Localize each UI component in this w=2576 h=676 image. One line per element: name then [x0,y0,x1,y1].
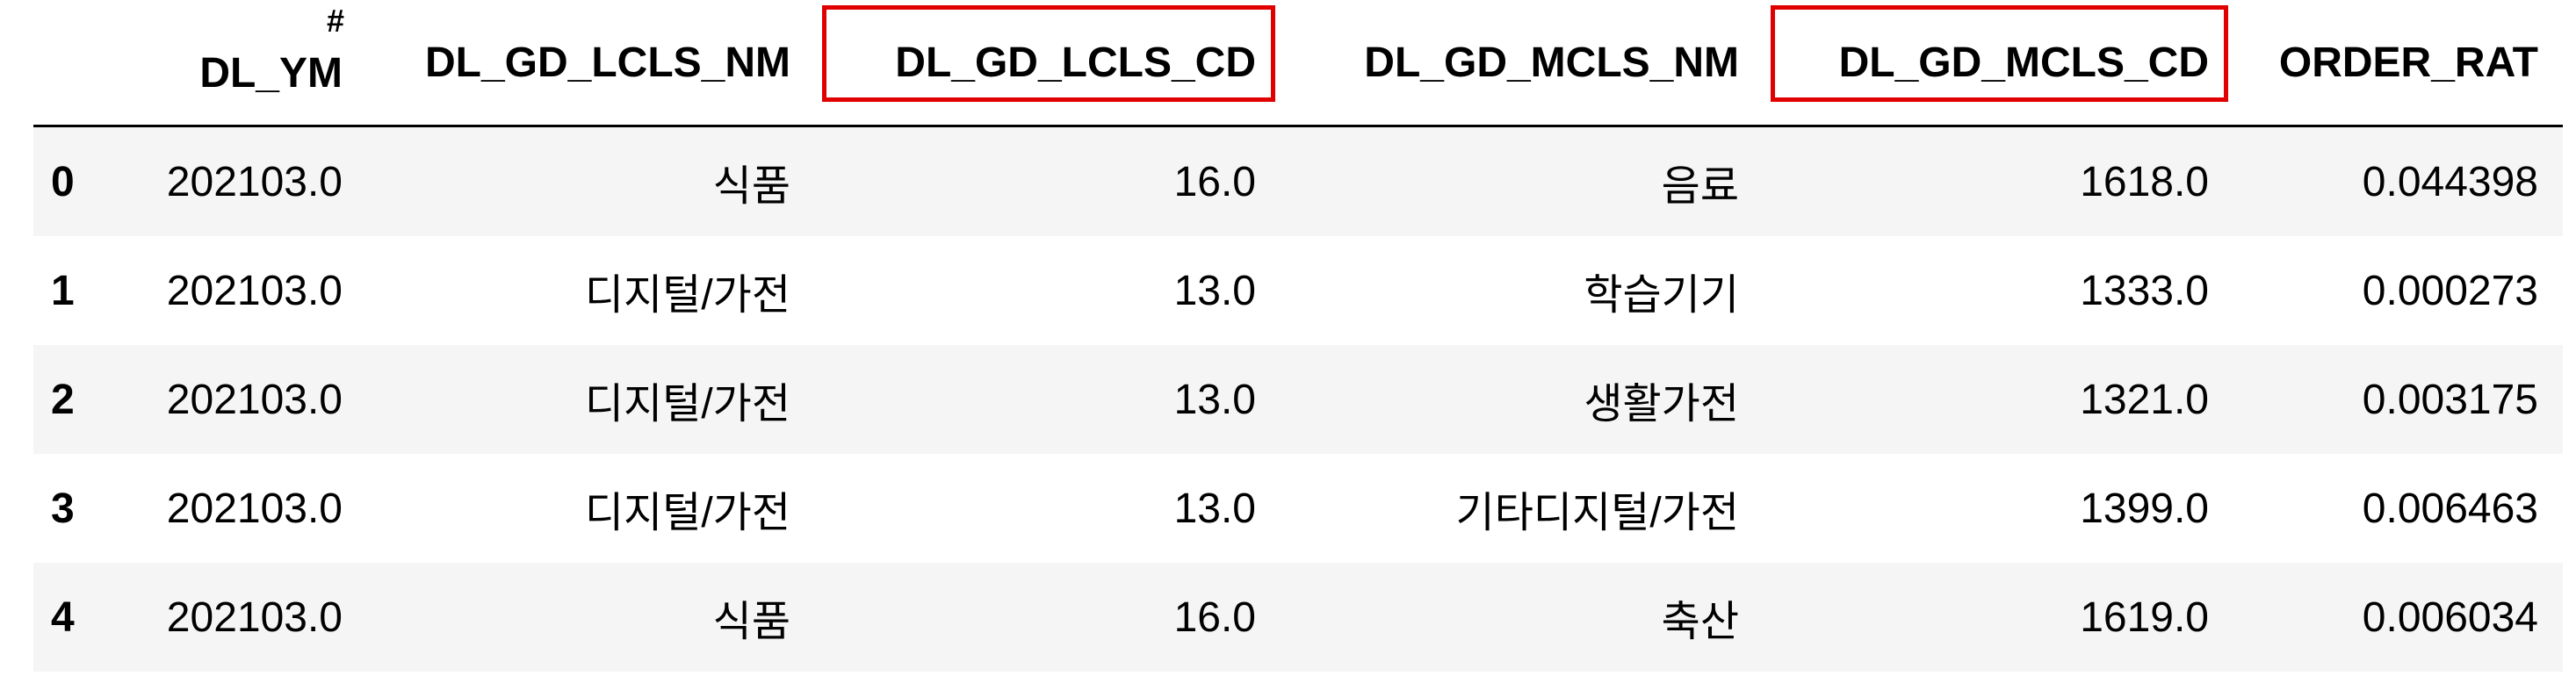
column-header-order-rat: ORDER_RAT [2233,0,2563,127]
column-header-lcls-cd-highlighted: DL_GD_LCLS_CD [815,0,1281,127]
column-header-lcls-nm: DL_GD_LCLS_NM [367,0,815,127]
row-index: 0 [51,158,75,205]
row-index: 2 [51,376,75,423]
cell-dl-ym: 202103.0 [166,158,343,205]
cell-mcls-nm: 음료 [1661,163,1739,210]
column-header-mcls-cd-highlighted: DL_GD_MCLS_CD [1764,0,2233,127]
cell-lcls-nm: 디지털/가전 [584,490,790,536]
table-row: 4 202103.0 식품 16.0 축산 1619.0 0.006034 [33,563,2563,672]
cell-mcls-cd: 1321.0 [2080,376,2209,423]
row-index: 3 [51,485,75,532]
cell-mcls-nm: 기타디지털/가전 [1455,490,1739,536]
dataframe-table: # DL_YM DL_GD_LCLS_NM DL_GD_LCLS_CD DL_G… [33,0,2563,672]
cell-mcls-cd: 1619.0 [2080,593,2209,641]
cell-mcls-cd: 1399.0 [2080,485,2209,532]
cell-order-rat: 0.006034 [2362,593,2538,641]
cell-order-rat: 0.006463 [2362,485,2538,532]
cell-lcls-nm: 식품 [712,599,790,645]
cell-lcls-cd: 13.0 [1173,267,1256,314]
cell-mcls-nm: 생활가전 [1584,381,1739,428]
index-hash-label: # [326,3,344,39]
cell-mcls-cd: 1618.0 [2080,158,2209,205]
cell-mcls-cd: 1333.0 [2080,267,2209,314]
cell-mcls-nm: 축산 [1661,599,1739,645]
table-row: 0 202103.0 식품 16.0 음료 1618.0 0.044398 [33,126,2563,236]
cell-order-rat: 0.044398 [2362,158,2538,205]
cell-lcls-cd: 13.0 [1173,376,1256,423]
table-row: 1 202103.0 디지털/가전 13.0 학습기기 1333.0 0.000… [33,236,2563,345]
cell-order-rat: 0.003175 [2362,376,2538,423]
column-header-mcls-nm: DL_GD_MCLS_NM [1281,0,1764,127]
cell-dl-ym: 202103.0 [166,593,343,641]
row-index: 4 [51,593,75,641]
index-column-header [33,0,95,127]
cell-lcls-cd: 16.0 [1173,593,1256,641]
table-row: 2 202103.0 디지털/가전 13.0 생활가전 1321.0 0.003… [33,345,2563,454]
header-row: # DL_YM DL_GD_LCLS_NM DL_GD_LCLS_CD DL_G… [33,0,2563,127]
cell-lcls-nm: 식품 [712,163,790,210]
cell-lcls-cd: 16.0 [1173,158,1256,205]
index-name-label: DL_YM [199,50,343,97]
cell-lcls-cd: 13.0 [1173,485,1256,532]
cell-mcls-nm: 학습기기 [1584,272,1739,319]
cell-lcls-nm: 디지털/가전 [584,381,790,428]
cell-dl-ym: 202103.0 [166,267,343,314]
index-name-header: # DL_YM [95,0,367,127]
cell-lcls-nm: 디지털/가전 [584,272,790,319]
cell-dl-ym: 202103.0 [166,485,343,532]
row-index: 1 [51,267,75,314]
cell-order-rat: 0.000273 [2362,267,2538,314]
cell-dl-ym: 202103.0 [166,376,343,423]
table-row: 3 202103.0 디지털/가전 13.0 기타디지털/가전 1399.0 0… [33,454,2563,563]
